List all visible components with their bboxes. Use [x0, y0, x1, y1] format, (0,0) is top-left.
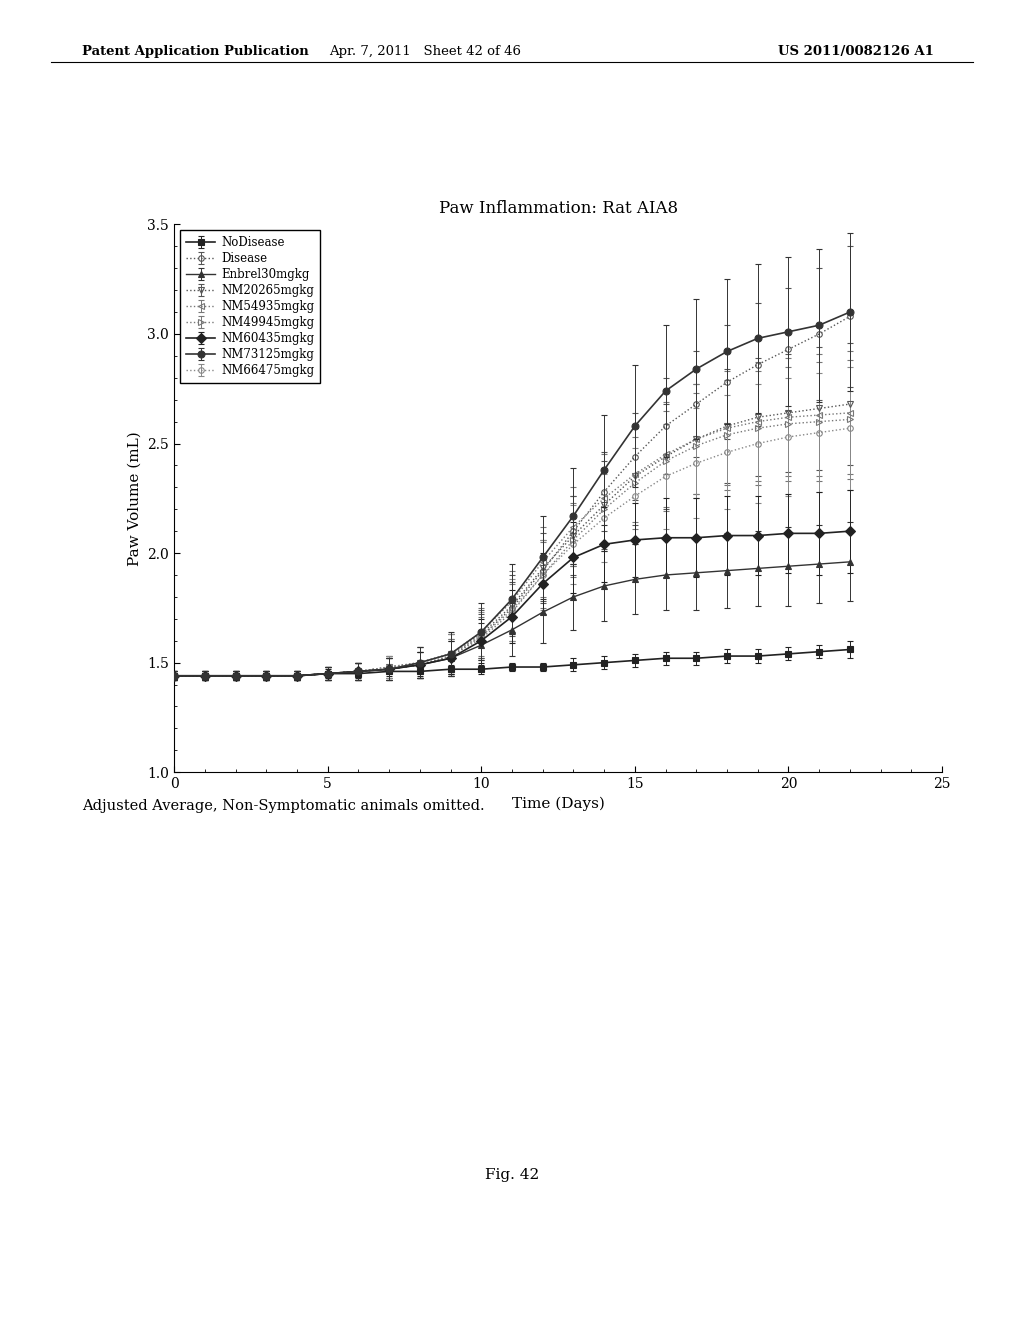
Text: Patent Application Publication: Patent Application Publication [82, 45, 308, 58]
Text: Fig. 42: Fig. 42 [485, 1168, 539, 1183]
Y-axis label: Paw Volume (mL): Paw Volume (mL) [128, 430, 141, 566]
Text: Adjusted Average, Non-Symptomatic animals omitted.: Adjusted Average, Non-Symptomatic animal… [82, 799, 484, 813]
X-axis label: Time (Days): Time (Days) [512, 796, 604, 810]
Title: Paw Inflammation: Rat AIA8: Paw Inflammation: Rat AIA8 [438, 201, 678, 218]
Text: Apr. 7, 2011   Sheet 42 of 46: Apr. 7, 2011 Sheet 42 of 46 [329, 45, 521, 58]
Text: US 2011/0082126 A1: US 2011/0082126 A1 [778, 45, 934, 58]
Legend: NoDisease, Disease, Enbrel30mgkg, NM20265mgkg, NM54935mgkg, NM49945mgkg, NM60435: NoDisease, Disease, Enbrel30mgkg, NM2026… [180, 230, 321, 383]
